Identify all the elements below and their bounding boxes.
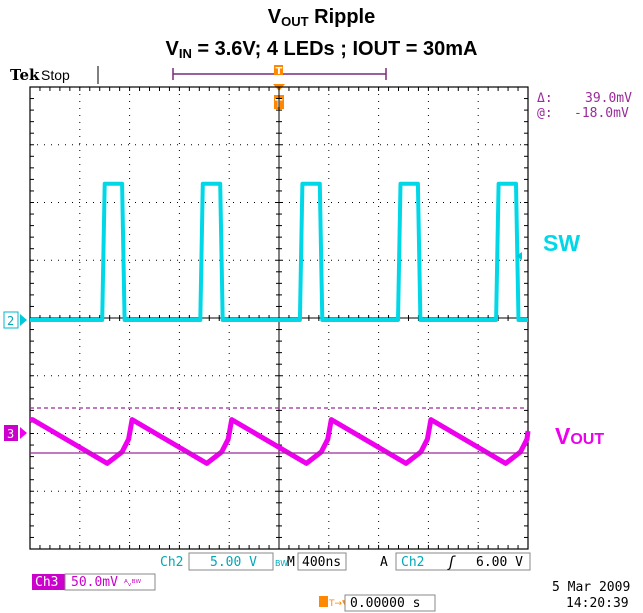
svg-text:2: 2: [7, 314, 14, 328]
ch3-ground-marker[interactable]: 3: [4, 425, 27, 441]
trigger-position-value: 0.00000 s: [350, 596, 420, 611]
sw-trace-label: SW: [543, 230, 580, 256]
ch2-label: Ch2: [160, 555, 183, 570]
cursor-delta-value: 39.0mV: [585, 91, 632, 106]
ch3-label: Ch3: [35, 575, 58, 590]
waveform-traces: [30, 181, 531, 466]
svg-text:3: 3: [7, 427, 14, 441]
cursor-at-label: @:: [537, 106, 553, 121]
ch3-scale: 50.0mV: [71, 575, 118, 590]
vout-trace: [30, 417, 531, 466]
vout-trace-label: VOUT: [555, 423, 604, 449]
trigger-level-marker[interactable]: [516, 252, 522, 260]
brand-logo: Tek: [10, 66, 40, 84]
cursor-delta-label: Δ:: [537, 91, 553, 106]
chart-subtitle: VIN = 3.6V; 4 LEDs ; IOUT = 30mA: [165, 38, 478, 61]
trigger-level: 6.00 V: [476, 555, 523, 570]
bandwidth-icon: BW: [275, 559, 288, 568]
ch2-scale: 5.00 V: [210, 555, 257, 570]
acquisition-status: Stop: [41, 67, 70, 83]
cursor-at-value: -18.0mV: [574, 106, 629, 121]
capture-time: 14:20:39: [566, 596, 629, 611]
trigger-source: Ch2: [401, 555, 424, 570]
timebase-label: M: [287, 555, 295, 570]
trigger-slope-icon: ʃ: [447, 553, 456, 571]
bottom-status-bar: Ch2 5.00 V BW M 400ns A Ch2 ʃ 6.00 V Ch3…: [32, 552, 630, 612]
chart-title: VOUT Ripple: [267, 6, 376, 29]
ch3-coupling-icon: ᴬᵥᴮᵂ: [124, 579, 142, 589]
sw-trace: [30, 181, 528, 322]
timebase-value: 400ns: [302, 555, 341, 570]
trigger-mode: A: [380, 555, 388, 570]
ch2-ground-marker[interactable]: 2: [3, 311, 27, 329]
svg-text:T: T: [276, 66, 283, 77]
capture-date: 5 Mar 2009: [552, 580, 630, 595]
trigger-position-icon: T→▼: [328, 599, 349, 609]
